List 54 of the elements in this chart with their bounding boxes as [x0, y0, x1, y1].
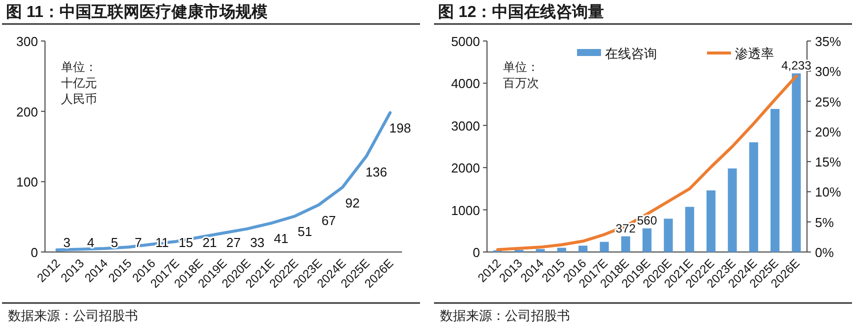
bar — [792, 73, 801, 252]
data-label: 5 — [110, 235, 118, 250]
data-label: 51 — [298, 224, 312, 240]
y2-tick-label: 5% — [815, 214, 834, 230]
y-tick-label: 300 — [16, 34, 38, 49]
y2-tick-label: 30% — [815, 64, 842, 80]
bar — [621, 236, 630, 252]
bar — [536, 249, 545, 252]
bar — [749, 142, 758, 252]
data-label: 27 — [226, 235, 241, 250]
data-label: 41 — [274, 231, 288, 246]
y-tick-label: 4000 — [451, 76, 480, 92]
data-label: 33 — [250, 235, 265, 250]
bar — [685, 206, 694, 252]
y-tick-label: 0 — [472, 245, 480, 260]
y2-tick-label: 25% — [815, 94, 842, 110]
bar — [557, 248, 566, 252]
bar — [664, 218, 673, 252]
bar — [728, 168, 737, 252]
data-label: 21 — [202, 235, 217, 250]
y-tick-label: 200 — [16, 104, 38, 120]
data-label: 3 — [63, 235, 71, 250]
bar — [706, 190, 716, 252]
y-tick-label: 1000 — [451, 202, 480, 218]
y-tick-label: 5000 — [451, 34, 480, 49]
bar — [600, 242, 609, 252]
legend-label: 在线咨询 — [605, 46, 657, 61]
chart-title: 图 11：中国互联网医疗健康市场规模 — [6, 3, 268, 21]
line-series — [55, 111, 392, 252]
y2-tick-label: 0% — [815, 245, 834, 260]
y2-tick-label: 35% — [815, 34, 842, 49]
y-tick-label: 0 — [30, 245, 38, 260]
data-label: 198 — [389, 120, 411, 136]
legend-label: 渗透率 — [735, 46, 774, 61]
y2-tick-label: 15% — [815, 154, 842, 170]
annotation: 单位：百万次 — [503, 60, 539, 90]
data-label: 67 — [321, 212, 336, 228]
source-note: 数据来源：公司招股书 — [8, 308, 138, 323]
bar — [578, 246, 588, 252]
y-tick-label: 3000 — [451, 118, 480, 134]
y2-tick-label: 20% — [815, 124, 842, 140]
data-label: 136 — [365, 164, 388, 180]
y2-tick-label: 10% — [815, 184, 842, 200]
y-tick-label: 100 — [16, 174, 38, 190]
annotation: 单位：十亿元人民币 — [61, 60, 97, 106]
bar — [642, 228, 652, 252]
bar — [770, 108, 780, 252]
y-tick-label: 2000 — [451, 160, 480, 176]
chart-title: 图 12：中国在线咨询量 — [438, 3, 604, 21]
source-note: 数据来源：公司招股书 — [440, 308, 570, 323]
data-label: 560 — [636, 213, 658, 228]
line-series — [496, 74, 798, 252]
data-label: 4 — [87, 235, 94, 250]
data-label: 92 — [345, 195, 360, 210]
